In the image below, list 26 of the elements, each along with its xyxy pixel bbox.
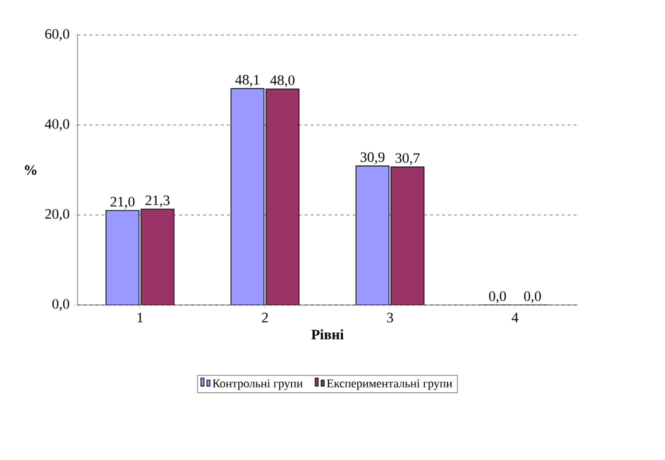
data-label: 30,9: [360, 152, 384, 164]
bar: [356, 166, 390, 305]
x-tick-label: 1: [138, 312, 143, 322]
data-label: 0,0: [524, 291, 541, 304]
y-tick-label: 0,0: [52, 299, 70, 311]
data-label: 48,1: [235, 74, 260, 87]
bar: [390, 166, 424, 305]
data-label: 21,3: [146, 196, 170, 208]
x-tick-label: 2: [262, 312, 268, 322]
x-tick-label: 3: [387, 312, 394, 322]
data-label: 30,7: [396, 153, 420, 165]
x-axis-title: Рівні: [311, 329, 344, 340]
y-tick-label: 20,0: [45, 209, 70, 221]
legend-label: Контрольні групи: [212, 379, 303, 390]
data-label: 21,0: [110, 196, 135, 209]
bar: [140, 208, 174, 305]
data-label: 48,0: [270, 75, 295, 88]
bar: [266, 88, 300, 305]
bar: [230, 88, 264, 305]
y-tick-label: 60,0: [45, 29, 70, 41]
y-tick-label: 40,0: [44, 119, 70, 131]
x-tick-label: 4: [512, 312, 518, 322]
bar: [106, 210, 140, 305]
y-axis-title: %: [24, 165, 36, 175]
legend-label: Експериментальні групи: [326, 379, 452, 390]
data-label: 0,0: [489, 291, 506, 304]
